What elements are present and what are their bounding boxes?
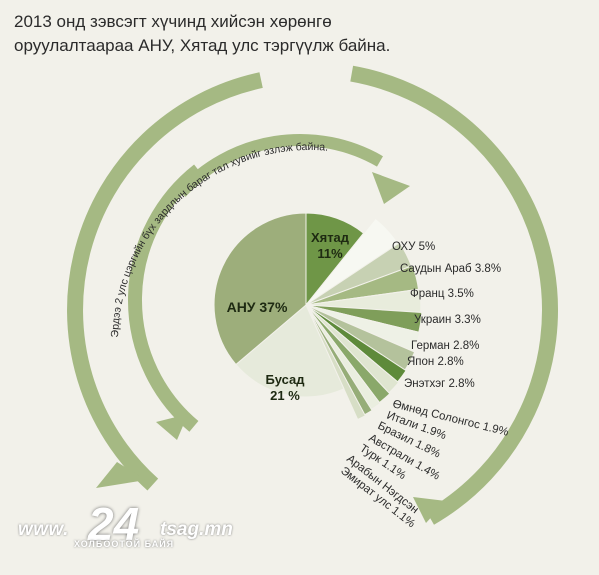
outer-arrow-right-head bbox=[413, 497, 446, 523]
outer-arrow-left bbox=[67, 72, 263, 491]
inner-arrow-top-head bbox=[372, 172, 410, 204]
slice-label: Франц 3.5% bbox=[410, 288, 474, 300]
watermark-tagline: ХОЛБООТОЙ БАЙЯ bbox=[74, 539, 175, 549]
watermark-domain: tsag.mn bbox=[160, 519, 233, 540]
watermark-logo: www. 24 tsag.mn ХОЛБООТОЙ БАЙЯ bbox=[14, 498, 254, 555]
outer-arrow-right bbox=[350, 65, 558, 525]
slice-label: Украин 3.3% bbox=[414, 314, 481, 326]
slice-label: Япон 2.8% bbox=[407, 356, 464, 368]
slice-label-major: Хятад 11% bbox=[311, 230, 350, 261]
arrow-layer bbox=[67, 65, 558, 525]
title-line-2: оруулалтаараа АНУ, Хятад улс тэргүүлж ба… bbox=[14, 36, 391, 55]
middle-arrow-left-head bbox=[156, 414, 188, 440]
pie-slice bbox=[235, 304, 345, 398]
watermark-www: www. bbox=[18, 519, 69, 540]
pie-slice bbox=[305, 304, 366, 421]
chart-title: 2013 онд зэвсэгт хүчинд хийсэн хөрөнгө о… bbox=[14, 10, 390, 58]
slice-layer bbox=[213, 212, 423, 421]
slice-label: ОХУ 5% bbox=[392, 241, 435, 253]
slice-label: Герман 2.8% bbox=[411, 340, 479, 352]
pie-slice bbox=[213, 212, 307, 366]
slice-label: Энэтхэг 2.8% bbox=[404, 378, 475, 390]
slice-label: Саудын Араб 3.8% bbox=[400, 263, 501, 275]
watermark-number: 24 bbox=[88, 498, 140, 550]
slice-label-major: Бусад 21 % bbox=[266, 372, 306, 403]
slice-label-major: АНУ 37% bbox=[227, 299, 288, 315]
inner-arrow-top bbox=[176, 133, 383, 197]
title-line-1: 2013 онд зэвсэгт хүчинд хийсэн хөрөнгө bbox=[14, 12, 332, 31]
middle-arrow-left bbox=[128, 164, 203, 432]
outer-arrow-left-head bbox=[96, 462, 146, 488]
